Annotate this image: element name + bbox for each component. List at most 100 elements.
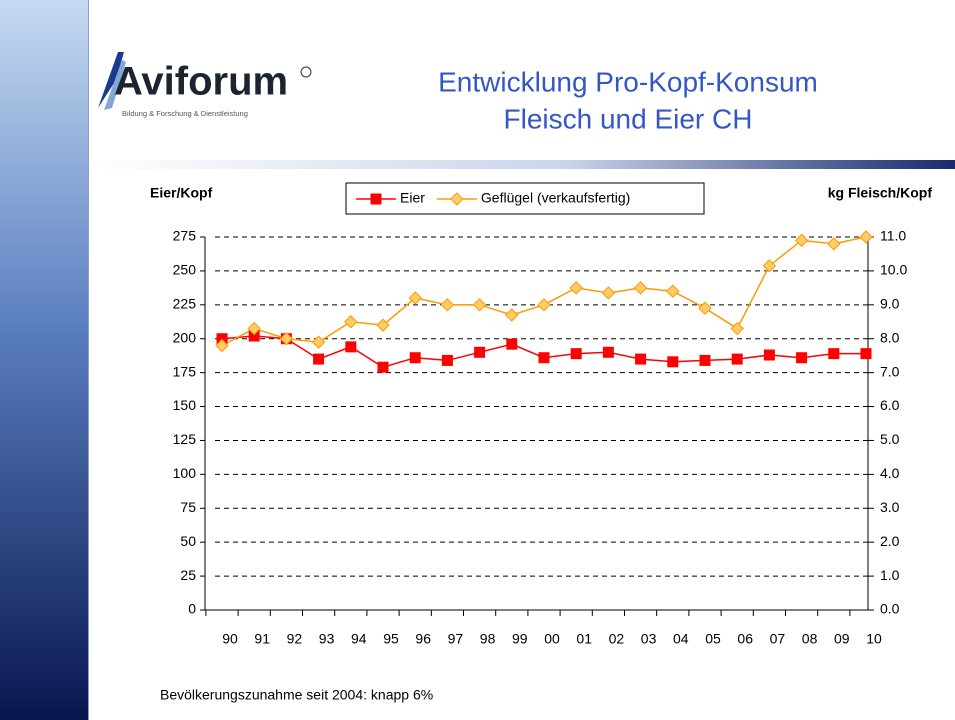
- x-tick-label: 08: [802, 631, 818, 647]
- legend-box: [345, 182, 705, 215]
- data-point: [635, 353, 647, 365]
- data-point: [731, 353, 743, 365]
- y-tick-label: 150: [173, 397, 197, 413]
- logo-text: Aviforum: [114, 60, 288, 104]
- y-axis-label: Eier/Kopf: [150, 185, 213, 201]
- x-tick-label: 97: [448, 631, 464, 647]
- data-point: [633, 281, 648, 295]
- y2-tick-label: 10.0: [880, 262, 907, 278]
- slide-title: Fleisch und Eier CH: [504, 103, 753, 134]
- x-tick-label: 94: [351, 631, 367, 647]
- logo-swoosh: [104, 60, 126, 110]
- legend-marker: [370, 193, 382, 205]
- data-point: [762, 259, 777, 273]
- y-tick-label: 200: [173, 329, 197, 345]
- y2-tick-label: 1.0: [880, 567, 900, 583]
- x-tick-label: 92: [287, 631, 303, 647]
- data-point: [441, 354, 453, 366]
- data-point: [666, 284, 680, 298]
- data-point: [859, 230, 873, 244]
- y2-tick-label: 6.0: [880, 397, 900, 413]
- logo-badge: [300, 66, 312, 78]
- data-point: [377, 361, 389, 373]
- data-point: [344, 315, 358, 329]
- data-point: [601, 286, 616, 300]
- data-point: [796, 352, 808, 364]
- y-tick-label: 75: [180, 499, 196, 515]
- footnote: Bevölkerungszunahme seit 2004: knapp 6%: [160, 687, 433, 703]
- legend-label: Eier: [400, 190, 425, 206]
- data-point: [794, 233, 809, 248]
- data-point: [215, 338, 229, 353]
- data-point: [667, 356, 679, 368]
- legend-label: Geflügel (verkaufsfertig): [481, 190, 630, 206]
- x-tick-label: 98: [480, 631, 496, 647]
- y-tick-label: 125: [173, 431, 197, 447]
- y2-tick-label: 2.0: [880, 533, 900, 549]
- data-point: [376, 318, 390, 332]
- x-tick-label: 99: [512, 631, 528, 647]
- sidebar: [0, 0, 88, 720]
- x-tick-label: 91: [254, 631, 270, 647]
- y2-tick-label: 9.0: [880, 296, 900, 312]
- data-point: [408, 291, 422, 305]
- y-tick-label: 0: [188, 601, 196, 617]
- x-tick-label: 10: [866, 631, 882, 647]
- x-tick-label: 00: [544, 631, 560, 647]
- x-tick-label: 03: [641, 631, 657, 647]
- logo-swoosh: [98, 52, 124, 108]
- data-point: [860, 348, 872, 360]
- data-point: [472, 298, 487, 312]
- x-tick-label: 96: [415, 631, 431, 647]
- data-point: [474, 346, 486, 358]
- data-point: [216, 333, 228, 345]
- y-tick-label: 175: [173, 363, 197, 379]
- y2-tick-label: 11.0: [880, 228, 906, 244]
- x-tick-label: 05: [705, 631, 721, 647]
- data-point: [699, 354, 711, 366]
- data-point: [247, 321, 261, 336]
- x-tick-label: 06: [737, 631, 753, 647]
- y2-tick-label: 8.0: [880, 329, 900, 345]
- y2-tick-label: 0.0: [880, 601, 900, 617]
- y2-tick-label: 4.0: [880, 465, 900, 481]
- x-tick-label: 95: [383, 631, 399, 647]
- data-point: [505, 308, 519, 322]
- data-point: [440, 298, 455, 312]
- data-point: [506, 338, 518, 350]
- y-tick-label: 250: [173, 262, 197, 278]
- data-point: [730, 321, 744, 336]
- x-tick-label: 01: [576, 631, 592, 647]
- y-tick-label: 25: [180, 567, 196, 583]
- data-point: [569, 281, 583, 295]
- slide-title: Entwicklung Pro-Kopf-Konsum: [438, 66, 818, 97]
- y2-axis-label: kg Fleisch/Kopf: [828, 185, 933, 201]
- x-tick-label: 93: [319, 631, 335, 647]
- logo-tagline: Bildung & Forschung & Dienstleistung: [122, 109, 248, 118]
- data-point: [313, 353, 325, 365]
- y2-tick-label: 7.0: [880, 363, 900, 379]
- data-point: [538, 352, 550, 364]
- data-point: [537, 298, 551, 312]
- x-tick-label: 04: [673, 631, 689, 647]
- x-tick-label: 07: [770, 631, 786, 647]
- y2-tick-label: 3.0: [880, 499, 900, 515]
- x-tick-label: 09: [834, 631, 850, 647]
- data-point: [602, 346, 614, 358]
- logo: Aviforum Bildung & Forschung & Dienstlei…: [98, 52, 312, 118]
- x-tick-label: 90: [222, 631, 238, 647]
- y-tick-label: 100: [173, 465, 197, 481]
- x-tick-label: 02: [609, 631, 625, 647]
- data-point: [279, 332, 294, 346]
- legend-marker: [450, 192, 464, 206]
- data-point: [698, 301, 712, 315]
- y-tick-label: 225: [173, 296, 197, 312]
- data-point: [827, 237, 841, 251]
- data-point: [570, 348, 582, 360]
- data-point: [248, 330, 260, 342]
- y-tick-label: 275: [173, 228, 197, 244]
- header-band: [89, 160, 955, 169]
- data-point: [409, 352, 421, 364]
